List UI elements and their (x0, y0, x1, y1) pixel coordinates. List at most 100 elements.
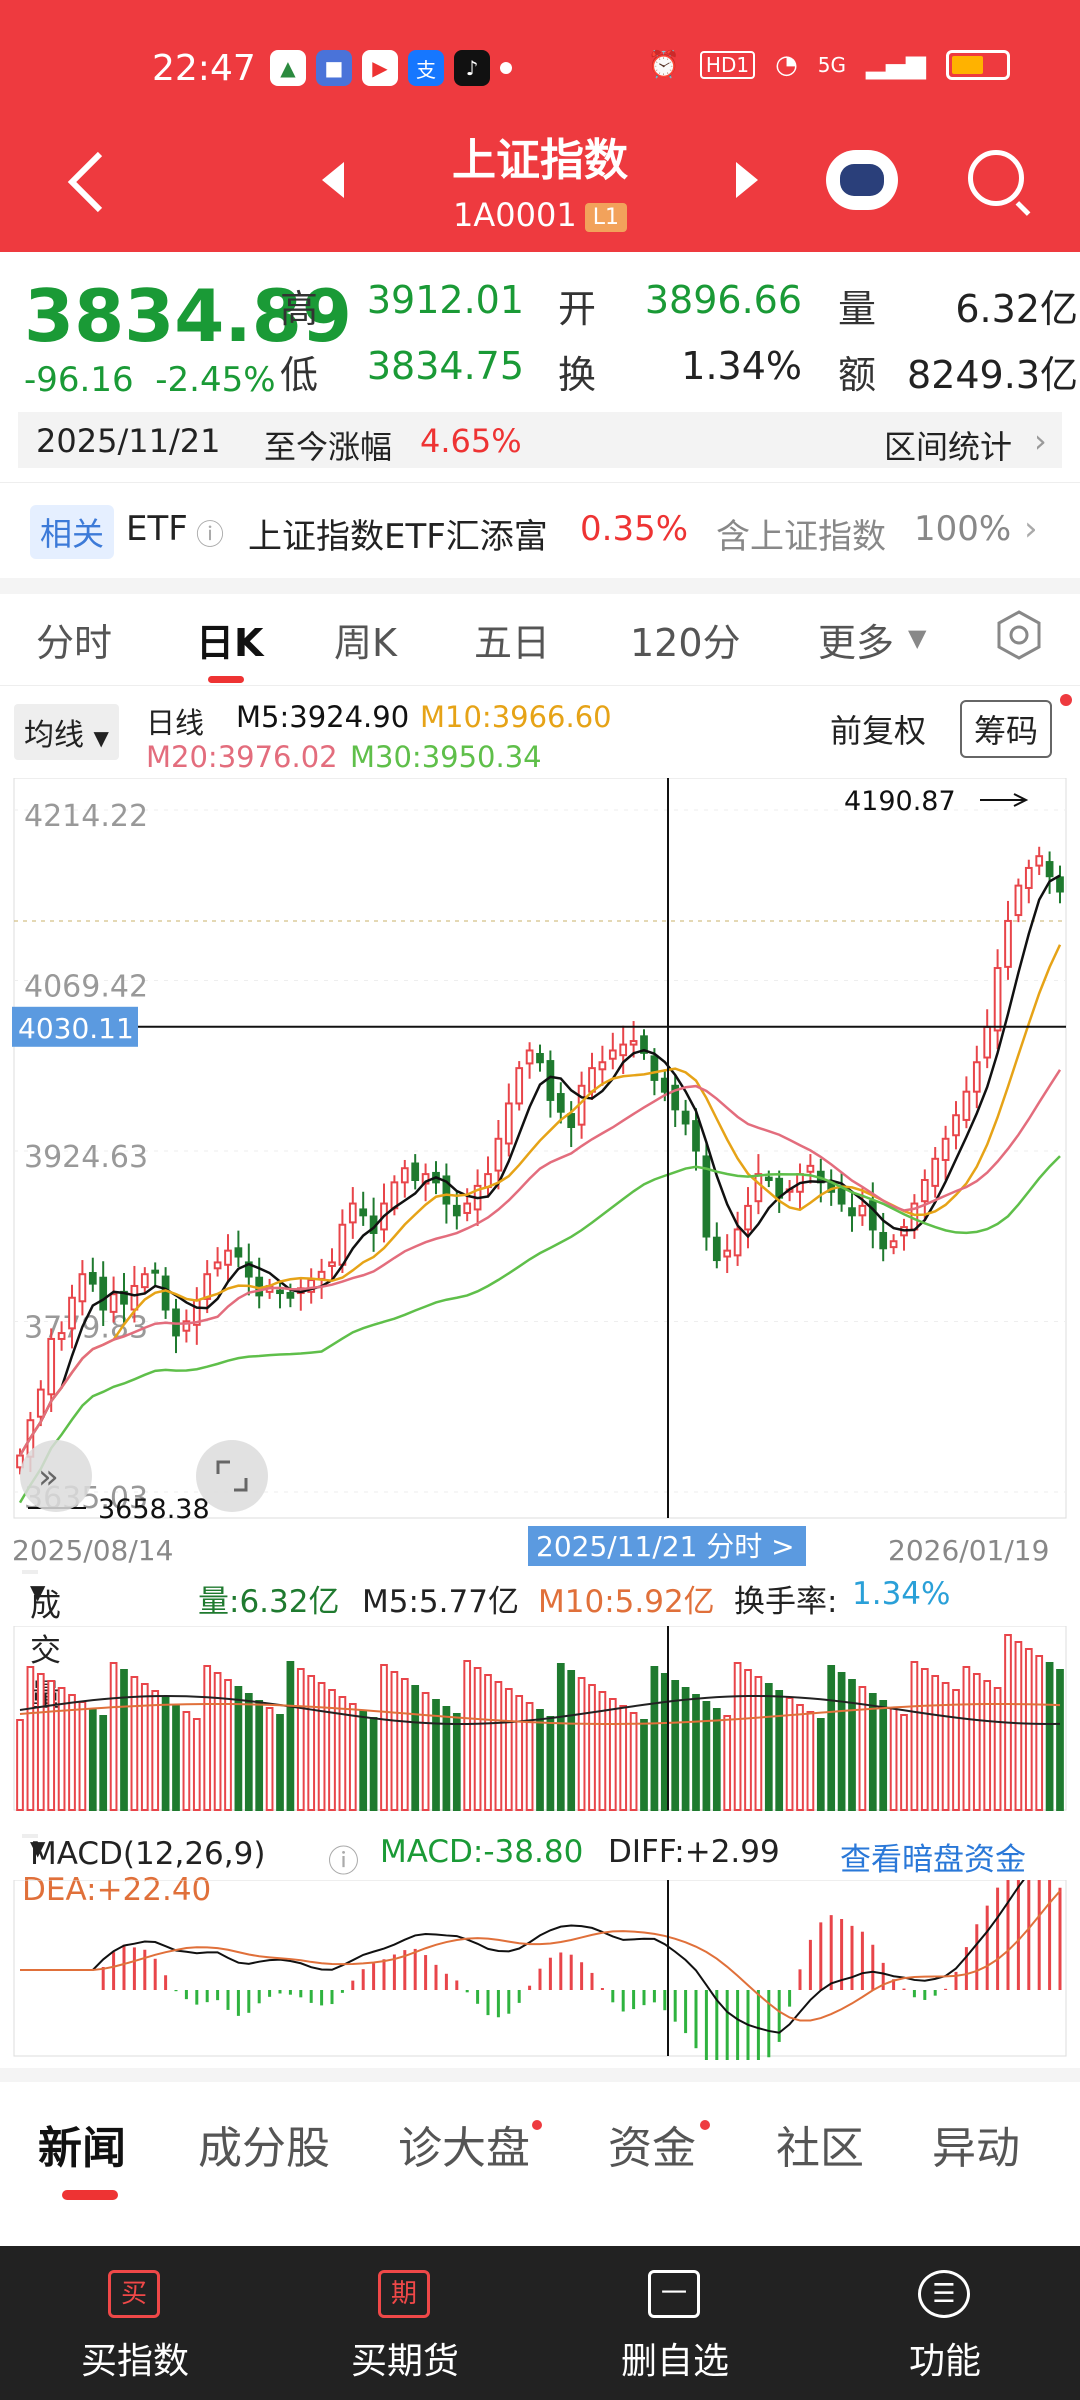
candle (411, 1162, 420, 1181)
volume-bar (556, 1663, 565, 1811)
help-icon[interactable]: ⓘ (328, 1844, 359, 1880)
candle (452, 1204, 461, 1217)
tab-news[interactable]: 新闻 (38, 2123, 126, 2174)
candle (286, 1292, 295, 1299)
tab-120min[interactable]: 120分 (630, 621, 741, 665)
volume-value: 量:6.32亿 (198, 1584, 340, 1620)
dark-pool-link[interactable]: 查看暗盘资金 (840, 1842, 1026, 1878)
tab-weekly-k[interactable]: 周K (334, 621, 397, 665)
candle (36, 1388, 45, 1418)
volume-bar (962, 1666, 971, 1811)
candle (858, 1204, 867, 1217)
price-tick-label: 4069.42 (24, 970, 148, 1005)
dea-line (20, 1890, 1061, 2022)
volume-bar (640, 1719, 648, 1811)
candle (182, 1320, 191, 1332)
ma10-line (18, 944, 1062, 1457)
volume-selector[interactable]: 成交量 ▼ (22, 1570, 61, 1714)
volume-bar (931, 1675, 940, 1811)
turnover-rate: 1.34% (852, 1576, 951, 1612)
range-row[interactable]: 2025/11/21 至今涨幅 4.65% 区间统计 › (18, 412, 1062, 468)
candle (889, 1240, 898, 1249)
tab-constituents[interactable]: 成分股 (198, 2123, 330, 2174)
fullscreen-icon (234, 1478, 248, 1492)
volume-bar (785, 1697, 794, 1811)
volume-bar (660, 1673, 669, 1811)
tab-community[interactable]: 社区 (776, 2123, 864, 2174)
next-stock-icon[interactable] (736, 162, 758, 198)
quote-panel: 3834.89 -96.16 -2.45% 高 3912.01 开 3896.6… (0, 252, 1080, 482)
candle (650, 1055, 659, 1081)
volume-bar (723, 1715, 732, 1811)
volume-bar (151, 1690, 160, 1811)
candle (68, 1296, 76, 1330)
related-etf-row[interactable]: 相关 ETF ⓘ 上证指数ETF汇添富 0.35% 含上证指数 100% › (0, 482, 1080, 578)
macd-selector[interactable]: MACD(12,26,9) ▼ (22, 1834, 265, 1872)
high-label: 高 (280, 287, 319, 331)
volume-bar (702, 1701, 711, 1811)
diff-line (20, 1880, 1025, 2034)
chevron-down-icon: ▼ (30, 1836, 46, 1860)
tab-funds[interactable]: 资金 (608, 2123, 696, 2174)
volume-bar (265, 1707, 274, 1811)
buy-futures-button[interactable]: 期 买期货 (270, 2246, 540, 2400)
candle (733, 1228, 742, 1257)
candle (723, 1249, 732, 1258)
range-stats-link[interactable]: 区间统计 (884, 428, 1013, 466)
ma-selector[interactable]: 均线 ▼ (14, 704, 119, 760)
tab-five-day[interactable]: 五日 (474, 621, 551, 665)
chevron-down-icon: ▼ (30, 1580, 46, 1604)
candle (931, 1157, 940, 1187)
candle (879, 1231, 888, 1250)
tab-diagnose[interactable]: 诊大盘 (398, 2123, 530, 2174)
status-app-icons: ▲ ■ ▶ 支 ♪ (270, 50, 512, 86)
volume-bar (286, 1661, 295, 1811)
candle (1035, 855, 1044, 867)
tab-more[interactable]: 更多 (818, 621, 895, 665)
chips-button[interactable]: 筹码 (960, 700, 1053, 758)
candle (88, 1272, 97, 1285)
candle (744, 1204, 752, 1231)
macd-legend: MACD(12,26,9) ▼ ⓘ MACD:-38.80 DIFF:+2.99… (0, 1826, 1080, 1908)
volume-bar (910, 1661, 919, 1811)
adjust-mode[interactable]: 前复权 (830, 712, 927, 750)
volume-m10: M10:5.92亿 (538, 1584, 715, 1620)
candle (640, 1035, 648, 1054)
signal-icon: ▂▄▆ (866, 50, 926, 80)
functions-button[interactable]: ☰ 功能 (810, 2246, 1080, 2400)
candle (1014, 884, 1023, 917)
volume-bar (629, 1712, 638, 1811)
help-icon[interactable]: ⓘ (196, 518, 225, 551)
candle (234, 1247, 243, 1258)
search-icon[interactable] (968, 150, 1024, 206)
assistant-robot-icon[interactable] (826, 150, 898, 210)
remove-watchlist-button[interactable]: 一 删自选 (540, 2246, 810, 2400)
candle (57, 1332, 66, 1340)
candlestick-chart[interactable]: 4214.224069.423924.633779.833635.034030.… (0, 778, 1080, 1568)
volume-bar (452, 1713, 461, 1811)
macd-chart[interactable] (0, 1880, 1080, 2060)
notification-dot (1060, 694, 1072, 706)
diff-value: DIFF:+2.99 (608, 1834, 780, 1870)
candle (515, 1067, 524, 1105)
volume-bar (328, 1689, 336, 1811)
volume-bar (712, 1708, 721, 1811)
buy-index-button[interactable]: 买 买指数 (0, 2246, 270, 2400)
volume-bar (400, 1678, 409, 1811)
back-icon[interactable] (64, 148, 108, 216)
volume-bar (827, 1665, 836, 1811)
tab-daily-k[interactable]: 日K (196, 621, 264, 665)
prev-stock-icon[interactable] (322, 162, 344, 198)
settings-icon[interactable] (994, 610, 1044, 660)
volume-chart[interactable] (0, 1626, 1080, 1816)
tab-intraday[interactable]: 分时 (36, 621, 113, 665)
ma5-value: M5:3924.90 (236, 700, 410, 734)
active-tab-indicator (62, 2190, 118, 2200)
volume-bar (47, 1680, 56, 1811)
tab-anomaly[interactable]: 异动 (932, 2123, 1020, 2174)
crosshair-value-label: 4030.11 (18, 1012, 134, 1045)
candle (1045, 861, 1054, 878)
volume-bar (234, 1686, 243, 1811)
level-badge: L1 (584, 202, 627, 232)
volume-bar (442, 1706, 451, 1811)
